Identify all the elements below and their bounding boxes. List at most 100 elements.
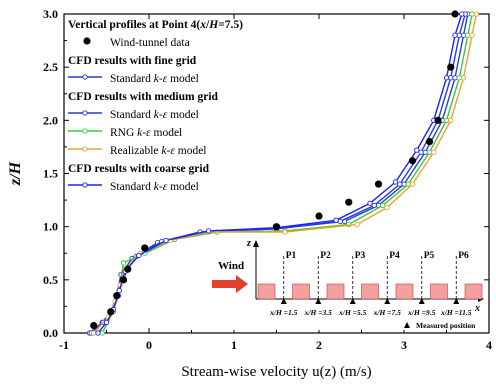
legend-marker [82, 110, 88, 116]
legend-heading: CFD results with fine grid [68, 55, 197, 67]
x-tick-label: 3 [401, 338, 407, 352]
series-point-1 [422, 149, 428, 155]
series-point-2 [448, 75, 454, 81]
legend-entry: Standard k-ε model [110, 181, 199, 193]
series-point-5 [116, 287, 122, 294]
x-tick-label: 1 [231, 338, 237, 352]
legend-entry: RNG k-ε model [110, 127, 182, 139]
inset-position-label: x/H =5.5 [338, 308, 366, 317]
series-point-3 [456, 75, 462, 81]
series-point-4 [469, 32, 475, 38]
series-point-5 [459, 11, 465, 17]
series-point-4 [448, 117, 454, 123]
series-point-2 [397, 181, 403, 187]
series-point-5 [414, 147, 420, 153]
series-point-4 [354, 221, 360, 228]
wind-tunnel-point [451, 10, 459, 18]
y-tick-label: 0.0 [43, 326, 58, 340]
inset-point-label: P3 [355, 251, 366, 261]
inset-building [430, 283, 448, 300]
series-point-3 [99, 330, 105, 336]
x-tick-label: -1 [59, 338, 69, 352]
series-point-4 [384, 204, 390, 211]
inset-position-label: x/H =1.5 [269, 308, 297, 317]
y-tick-label: 2.5 [43, 60, 58, 74]
legend-entry: Standard k-ε model [110, 109, 199, 121]
series-point-3 [443, 117, 450, 123]
series-point-4 [409, 181, 416, 187]
series-line-3 [101, 13, 473, 334]
x-tick-label: 2 [316, 338, 322, 352]
wind-arrow [212, 275, 248, 293]
inset-point-label: P5 [424, 251, 435, 261]
inset-building [292, 283, 310, 300]
legend-entry: Realizable k-ε model [110, 145, 207, 157]
y-tick-label: 3.0 [43, 7, 58, 21]
wind-tunnel-point [90, 321, 98, 330]
series-point-1 [452, 75, 458, 81]
legend-marker [82, 74, 88, 80]
x-axis-label: Stream-wise velocity u(z) (m/s) [181, 364, 371, 380]
wind-tunnel-point [345, 198, 353, 206]
series-point-4 [91, 330, 97, 336]
legend: Vertical profiles at Point 4(x/H=7.5) Win… [68, 19, 243, 193]
inset-z-label: z [246, 238, 251, 249]
x-tick-label: 0 [146, 338, 152, 352]
wind-tunnel-point [124, 265, 132, 273]
wind-tunnel-point [434, 116, 442, 124]
wind-tunnel-point [374, 180, 383, 188]
inset-background [208, 236, 480, 330]
series-point-5 [392, 179, 399, 185]
inset-building [326, 283, 345, 300]
series-layer [86, 10, 479, 336]
wind-tunnel-point [447, 63, 455, 71]
series-point-5 [163, 237, 169, 244]
legend-heading: CFD results with medium grid [68, 91, 219, 103]
legend-marker [82, 146, 88, 152]
legend-entry: Wind-tunnel data [110, 37, 190, 49]
inset-x-label: x [474, 303, 480, 314]
series-point-2 [456, 32, 462, 38]
wind-tunnel-point [141, 244, 149, 252]
series-point-3 [465, 32, 471, 38]
inset-position-label: x/H =9.5 [407, 308, 435, 317]
legend-heading: CFD results with coarse grid [68, 163, 210, 175]
series-point-5 [367, 200, 373, 206]
inset-building [361, 283, 379, 300]
series-point-5 [95, 330, 101, 336]
series-point-2 [337, 218, 343, 225]
x-tick-label: 4 [486, 338, 492, 352]
legend-entry: Standard k-ε model [110, 73, 199, 85]
inset-measure-marker [384, 298, 391, 304]
series-point-2 [371, 202, 377, 209]
legend-marker [83, 37, 91, 45]
y-tick-label: 0.5 [43, 273, 58, 287]
series-point-5 [103, 319, 110, 326]
series-point-5 [205, 228, 212, 234]
wind-tunnel-point [119, 276, 128, 284]
legend-marker [82, 182, 88, 188]
inset-point-label: P4 [389, 251, 400, 261]
series-point-3 [426, 149, 433, 155]
legend-marker [82, 128, 88, 134]
series-point-5 [333, 217, 339, 223]
inset-building [257, 283, 276, 300]
series-point-4 [473, 11, 479, 17]
inset-z-arrow [253, 240, 259, 247]
inset-measure-marker [315, 298, 322, 304]
series-point-3 [469, 11, 475, 17]
inset-point-label: P1 [286, 251, 297, 261]
inset-position-label: x/H =7.5 [373, 308, 401, 317]
wind-tunnel-point [107, 308, 115, 316]
series-point-4 [431, 149, 437, 155]
wind-tunnel-point [408, 157, 417, 165]
inset-legend-label: Measured position [416, 321, 476, 330]
series-point-5 [443, 75, 450, 81]
inset-measure-marker [418, 298, 425, 304]
wind-tunnel-point [113, 292, 121, 300]
legend-title: Vertical profiles at Point 4(x/H=7.5) [68, 19, 243, 31]
series-point-5 [452, 32, 458, 38]
y-tick-label: 2.0 [43, 113, 58, 127]
inset-point-label: P2 [320, 251, 331, 261]
